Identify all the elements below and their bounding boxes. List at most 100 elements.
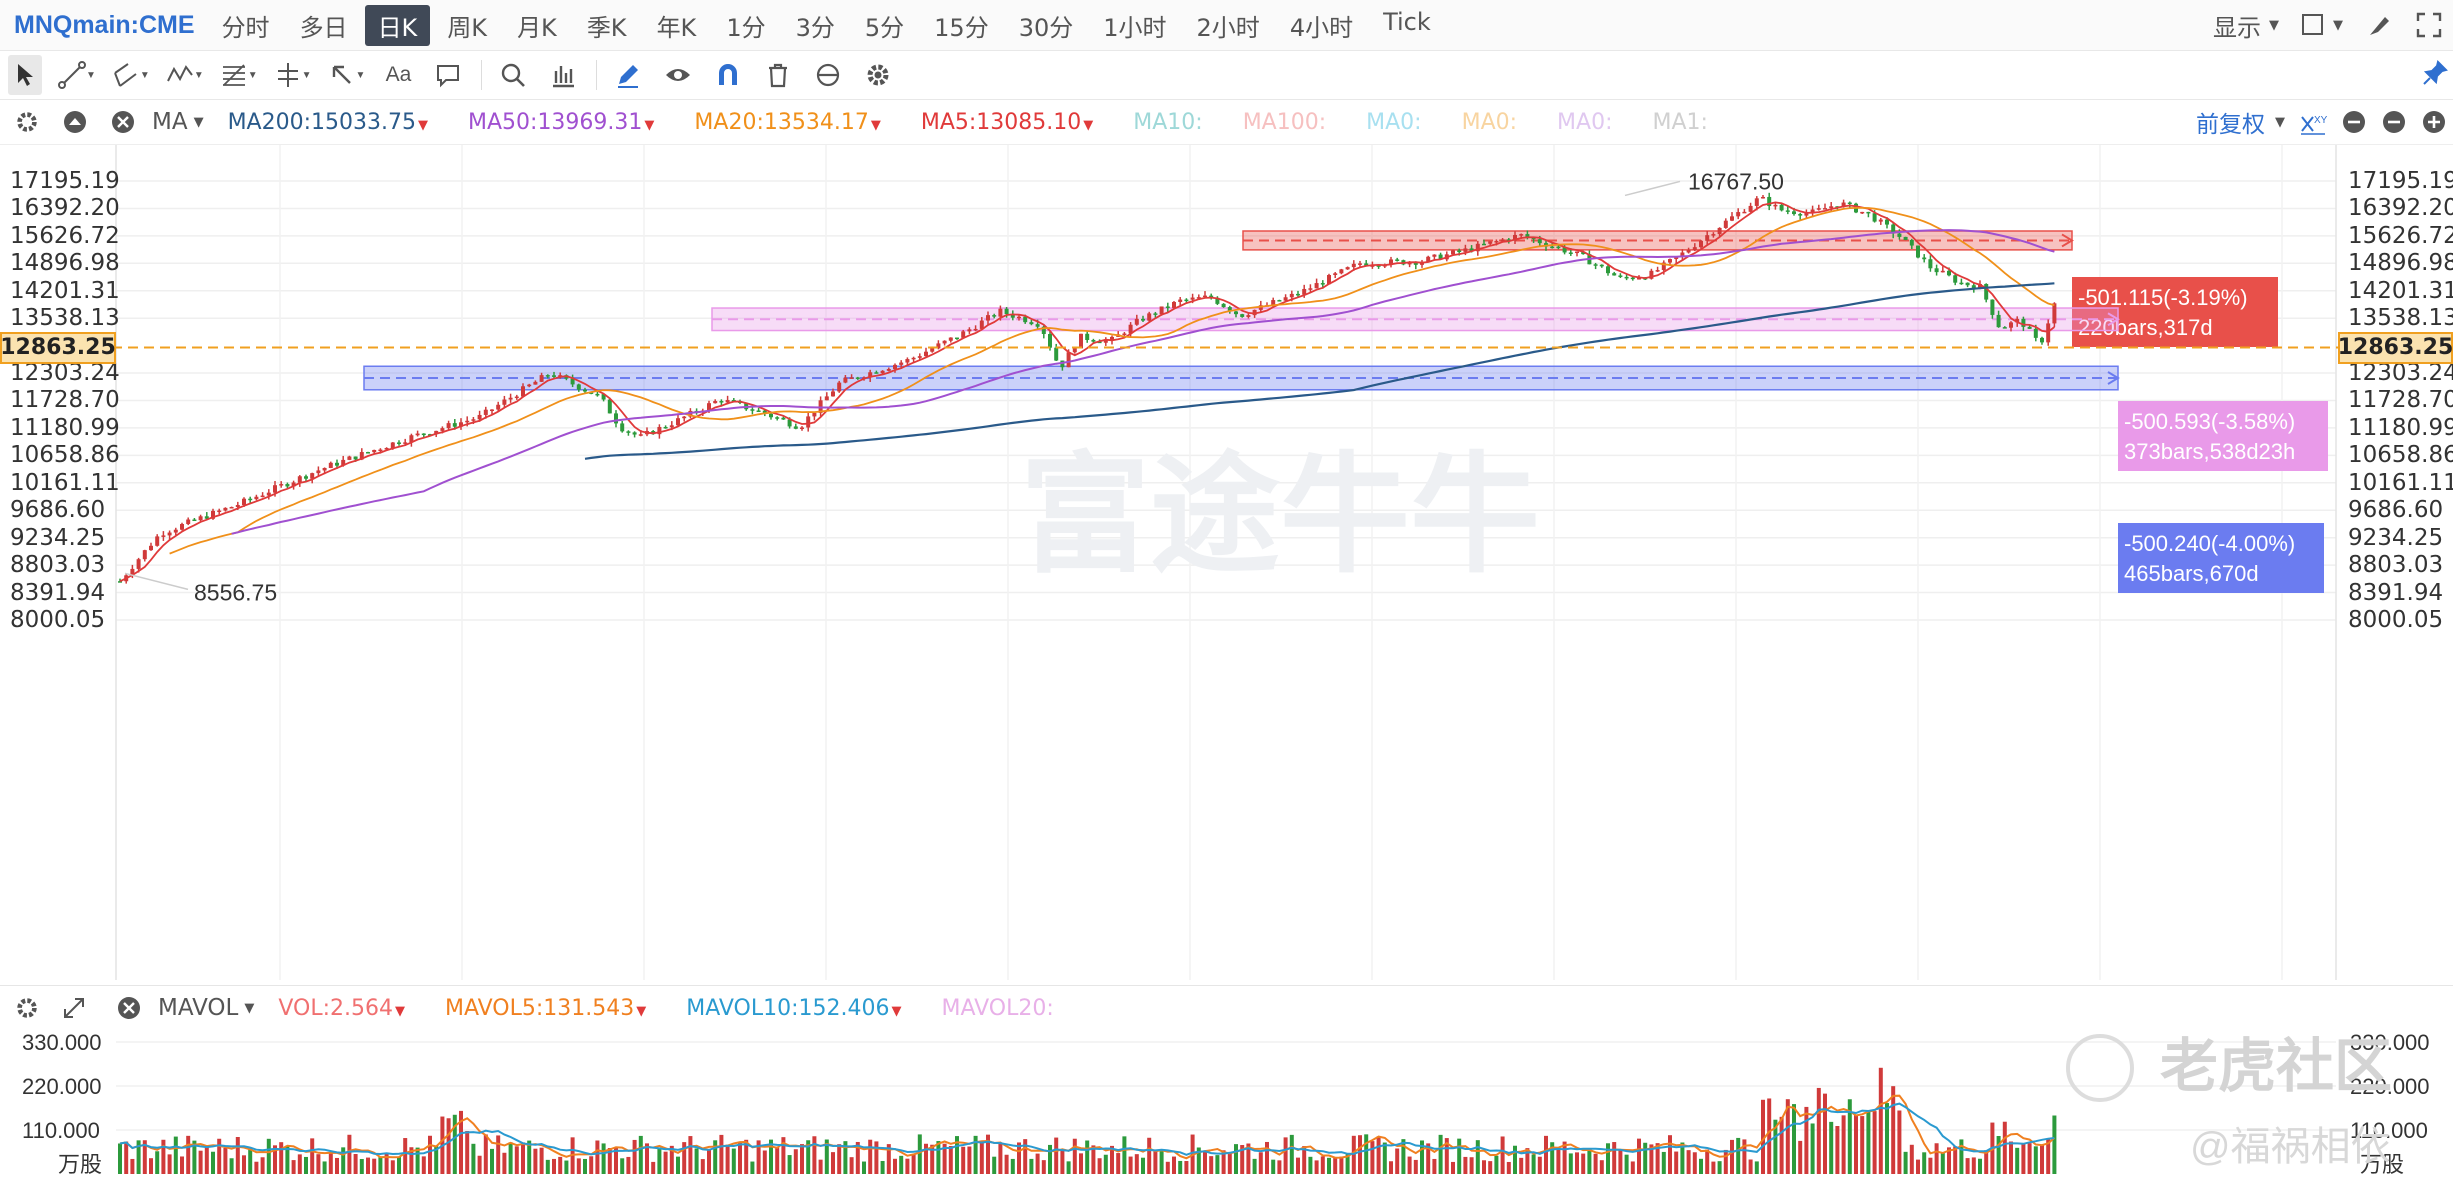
minus-circle-icon[interactable] xyxy=(2341,109,2367,135)
period-tab[interactable]: 3分 xyxy=(795,13,835,42)
period-tab[interactable]: 季K xyxy=(586,13,627,42)
period-tab[interactable]: 多日 xyxy=(299,13,348,42)
indicator-value[interactable]: MA1: xyxy=(1653,110,1708,135)
period-tab[interactable]: 分时 xyxy=(221,13,270,42)
symbol-label[interactable]: MNQmain:CME xyxy=(14,10,195,39)
indicator-value[interactable]: MA100: xyxy=(1243,110,1326,135)
volume-chart[interactable]: 330.000 330.000 220.000 220.000 110.000 110.0… xyxy=(0,1030,2453,1180)
indicator-value[interactable]: MA0: xyxy=(1462,110,1517,135)
candle-body xyxy=(1568,252,1573,254)
candle-body xyxy=(1637,277,1641,280)
indicator-value[interactable]: MA200:15033.75 ▼ xyxy=(228,110,428,135)
candle-body xyxy=(880,370,885,374)
brush-icon[interactable] xyxy=(2365,11,2393,39)
data-icon[interactable] xyxy=(546,55,580,95)
text-tool-icon[interactable]: Aa xyxy=(381,55,415,95)
log-scale-icon[interactable]: XY xyxy=(2299,109,2327,135)
period-tab[interactable]: 月K xyxy=(517,13,557,42)
volume-select[interactable]: MAVOL ▼ xyxy=(158,995,254,1021)
left-price-axis[interactable]: 17195.19 16392.20 15626.72 14896.98 14201.31… xyxy=(0,145,120,980)
indicator-value[interactable]: MA10: xyxy=(1133,110,1202,135)
candle-body xyxy=(1947,270,1951,276)
layout-select[interactable]: ▼ xyxy=(2301,13,2343,37)
gear-icon[interactable] xyxy=(14,995,40,1021)
cursor-icon[interactable] xyxy=(8,55,42,95)
indicator-select[interactable]: MA ▼ xyxy=(152,109,204,135)
expand-icon[interactable] xyxy=(62,996,86,1020)
candle-body xyxy=(304,476,308,479)
indicator-value[interactable]: MAVOL5:131.543 ▼ xyxy=(445,996,646,1021)
pin-icon[interactable] xyxy=(2421,59,2449,92)
candle-body xyxy=(1599,264,1604,267)
volume-bar xyxy=(521,1142,525,1174)
indicator-value[interactable]: MAVOL20: xyxy=(942,996,1054,1021)
period-tab[interactable]: 周K xyxy=(447,13,488,42)
close-icon[interactable] xyxy=(116,995,142,1021)
line-tool-icon[interactable]: ▼ xyxy=(58,55,96,95)
eye-icon[interactable] xyxy=(661,55,695,95)
volume-bar xyxy=(725,1144,730,1174)
indicator-value[interactable]: MA0: xyxy=(1366,110,1421,135)
volume-bar xyxy=(750,1161,755,1174)
wave-tool-icon[interactable]: ▼ xyxy=(166,55,204,95)
price-chart[interactable]: 富途牛牛 -501.115(-3.19%) 220bars,317d -500.59… xyxy=(0,145,2453,985)
candle-body xyxy=(1103,340,1108,343)
collapse-icon[interactable] xyxy=(62,109,88,135)
period-tab[interactable]: 日K xyxy=(364,4,431,46)
right-price-axis[interactable]: 17195.19 16392.20 15626.72 14896.98 14201.31… xyxy=(2336,145,2453,980)
period-tab[interactable]: 4小时 xyxy=(1289,13,1354,42)
arrow-tool-icon[interactable]: ▼ xyxy=(328,55,365,95)
trash-icon[interactable] xyxy=(761,55,795,95)
indicator-value[interactable]: MAVOL10:152.406 ▼ xyxy=(686,996,901,1021)
candle-body xyxy=(347,456,352,460)
indicator-value[interactable]: MA5:13085.10 ▼ xyxy=(921,110,1093,135)
period-tab[interactable]: 5分 xyxy=(864,13,905,42)
comment-icon[interactable] xyxy=(431,55,465,95)
period-tab[interactable]: Tick xyxy=(1383,7,1431,36)
period-tab[interactable]: 30分 xyxy=(1018,13,1074,42)
volume-tick-label: 220.000 xyxy=(2350,1074,2430,1099)
candle-body xyxy=(806,416,811,428)
pencil-icon[interactable] xyxy=(611,55,645,95)
ma-line xyxy=(584,282,2055,460)
volume-bar xyxy=(1599,1160,1604,1174)
settings-icon[interactable] xyxy=(861,55,895,95)
chevron-down-icon: ▼ xyxy=(2269,17,2279,33)
indicator-value[interactable]: VOL:2.564 ▼ xyxy=(278,996,405,1021)
fib-tool-icon[interactable]: ▼ xyxy=(220,55,258,95)
candle-body xyxy=(1692,247,1697,251)
fullscreen-icon[interactable] xyxy=(2415,11,2443,39)
minus-circle-icon[interactable] xyxy=(2381,109,2407,135)
zoom-icon[interactable] xyxy=(496,55,530,95)
display-menu[interactable]: 显示 ▼ xyxy=(2213,8,2279,43)
period-tab[interactable]: 1小时 xyxy=(1103,13,1167,42)
ma-line xyxy=(119,201,2055,583)
candle-body xyxy=(217,510,222,513)
gear-icon[interactable] xyxy=(14,109,40,135)
volume-bar xyxy=(1482,1160,1486,1174)
candle-body xyxy=(353,456,358,460)
channel-tool-icon[interactable]: ▼ xyxy=(112,55,150,95)
indicator-value[interactable]: MA20:13534.17 ▼ xyxy=(694,110,880,135)
close-icon[interactable] xyxy=(110,109,136,135)
period-tab[interactable]: 15分 xyxy=(934,13,989,42)
price-tick-label: 12303.24 xyxy=(10,360,120,387)
candle-body xyxy=(1562,247,1567,253)
volume-bar xyxy=(1792,1104,1796,1174)
period-tab[interactable]: 2小时 xyxy=(1196,13,1260,42)
candle-body xyxy=(545,375,550,377)
indicator-value-label: MA0: xyxy=(1366,109,1422,135)
indicator-bar: MA ▼ MA200:15033.75 ▼ MA50:13969.31 ▼ MA20:13… xyxy=(0,100,2453,145)
volume-bar xyxy=(1885,1103,1889,1174)
candle-body xyxy=(260,495,265,498)
magnet-icon[interactable] xyxy=(711,55,745,95)
plus-circle-icon[interactable] xyxy=(2421,109,2447,135)
indicator-value[interactable]: MA0: xyxy=(1557,110,1612,135)
adjust-select[interactable]: 前复权 ▼ xyxy=(2196,105,2285,139)
measure-tool-icon[interactable]: ▼ xyxy=(274,55,312,95)
period-tab[interactable]: 1分 xyxy=(726,13,766,42)
period-tab[interactable]: 年K xyxy=(656,13,697,42)
candle-body xyxy=(180,524,184,530)
sync-icon[interactable] xyxy=(811,55,845,95)
indicator-value[interactable]: MA50:13969.31 ▼ xyxy=(468,110,654,135)
